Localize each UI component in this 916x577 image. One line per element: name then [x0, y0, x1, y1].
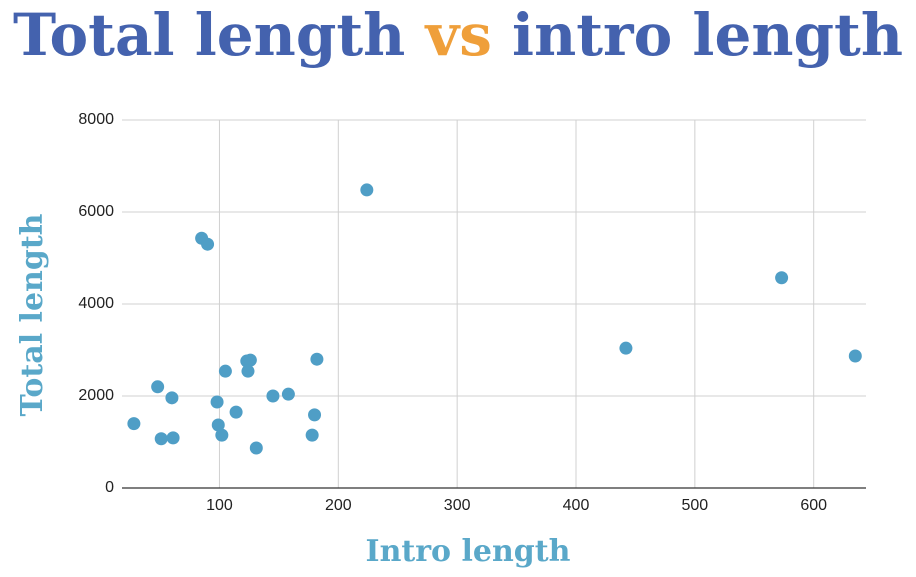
point	[165, 391, 179, 405]
point	[775, 271, 789, 285]
x-tick-label: 200	[325, 497, 352, 514]
title-segment: Total length	[13, 1, 405, 69]
point	[360, 183, 374, 197]
y-tick-label: 6000	[78, 203, 114, 220]
x-tick-label: 600	[800, 497, 827, 514]
point	[127, 417, 141, 431]
point	[166, 431, 180, 445]
point	[210, 395, 224, 409]
point	[211, 418, 225, 432]
y-tick-label: 0	[105, 479, 114, 496]
y-tick-label: 4000	[78, 295, 114, 312]
x-tick-label: 100	[206, 497, 233, 514]
point	[243, 353, 257, 367]
chart-title: Total length vs intro length	[13, 1, 903, 69]
point	[215, 428, 229, 442]
y-tick-label: 2000	[78, 387, 114, 404]
point	[241, 364, 255, 378]
x-axis-label: Intro length	[366, 534, 571, 569]
point	[619, 341, 633, 355]
y-axis-label: Total length	[15, 213, 50, 416]
title-segment: intro length	[512, 1, 903, 69]
point	[305, 428, 319, 442]
point	[308, 408, 322, 422]
y-tick-label: 8000	[78, 111, 114, 128]
point	[201, 237, 215, 251]
point	[249, 441, 263, 455]
x-tick-label: 400	[563, 497, 590, 514]
point	[848, 349, 862, 363]
point	[310, 352, 324, 366]
point	[229, 405, 243, 419]
point	[151, 380, 165, 394]
point	[266, 389, 280, 403]
x-tick-label: 500	[682, 497, 709, 514]
point	[218, 364, 232, 378]
x-tick-label: 300	[444, 497, 471, 514]
title-segment: vs	[424, 1, 492, 69]
point	[154, 432, 168, 446]
point	[281, 387, 295, 401]
